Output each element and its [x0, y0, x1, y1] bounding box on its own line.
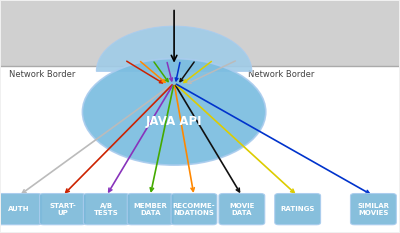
Text: AUTH: AUTH — [8, 206, 29, 212]
Text: MOVIE
DATA: MOVIE DATA — [229, 203, 254, 216]
Wedge shape — [96, 26, 252, 71]
FancyBboxPatch shape — [219, 194, 265, 225]
Text: START-
UP: START- UP — [49, 203, 76, 216]
FancyBboxPatch shape — [127, 194, 173, 225]
FancyBboxPatch shape — [40, 194, 85, 225]
FancyBboxPatch shape — [84, 194, 129, 225]
Text: Network Border: Network Border — [248, 70, 314, 79]
Text: JAVA API: JAVA API — [146, 115, 202, 128]
Text: RECOMME-
NDATIONS: RECOMME- NDATIONS — [173, 203, 215, 216]
Text: SIMILAR
MOVIES: SIMILAR MOVIES — [357, 203, 389, 216]
FancyBboxPatch shape — [0, 194, 42, 225]
Bar — [1, 65, 399, 232]
FancyBboxPatch shape — [275, 194, 320, 225]
FancyBboxPatch shape — [350, 194, 396, 225]
Circle shape — [82, 58, 266, 165]
Text: MEMBER
DATA: MEMBER DATA — [133, 203, 167, 216]
Text: RATINGS: RATINGS — [280, 206, 315, 212]
Text: Network Border: Network Border — [9, 70, 75, 79]
FancyBboxPatch shape — [171, 194, 217, 225]
Bar — [1, 1, 399, 65]
Text: A/B
TESTS: A/B TESTS — [94, 203, 119, 216]
